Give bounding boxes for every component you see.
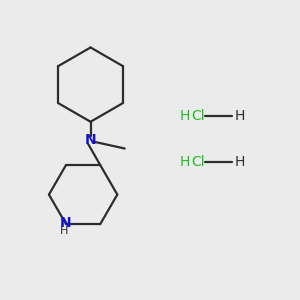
- Text: H: H: [180, 109, 190, 123]
- Text: Cl: Cl: [192, 155, 205, 169]
- Text: H: H: [180, 155, 190, 169]
- Text: H: H: [60, 226, 69, 236]
- Text: Cl: Cl: [192, 109, 205, 123]
- Text: N: N: [85, 133, 96, 147]
- Text: H: H: [235, 155, 245, 169]
- Text: H: H: [235, 109, 245, 123]
- Text: N: N: [60, 216, 72, 230]
